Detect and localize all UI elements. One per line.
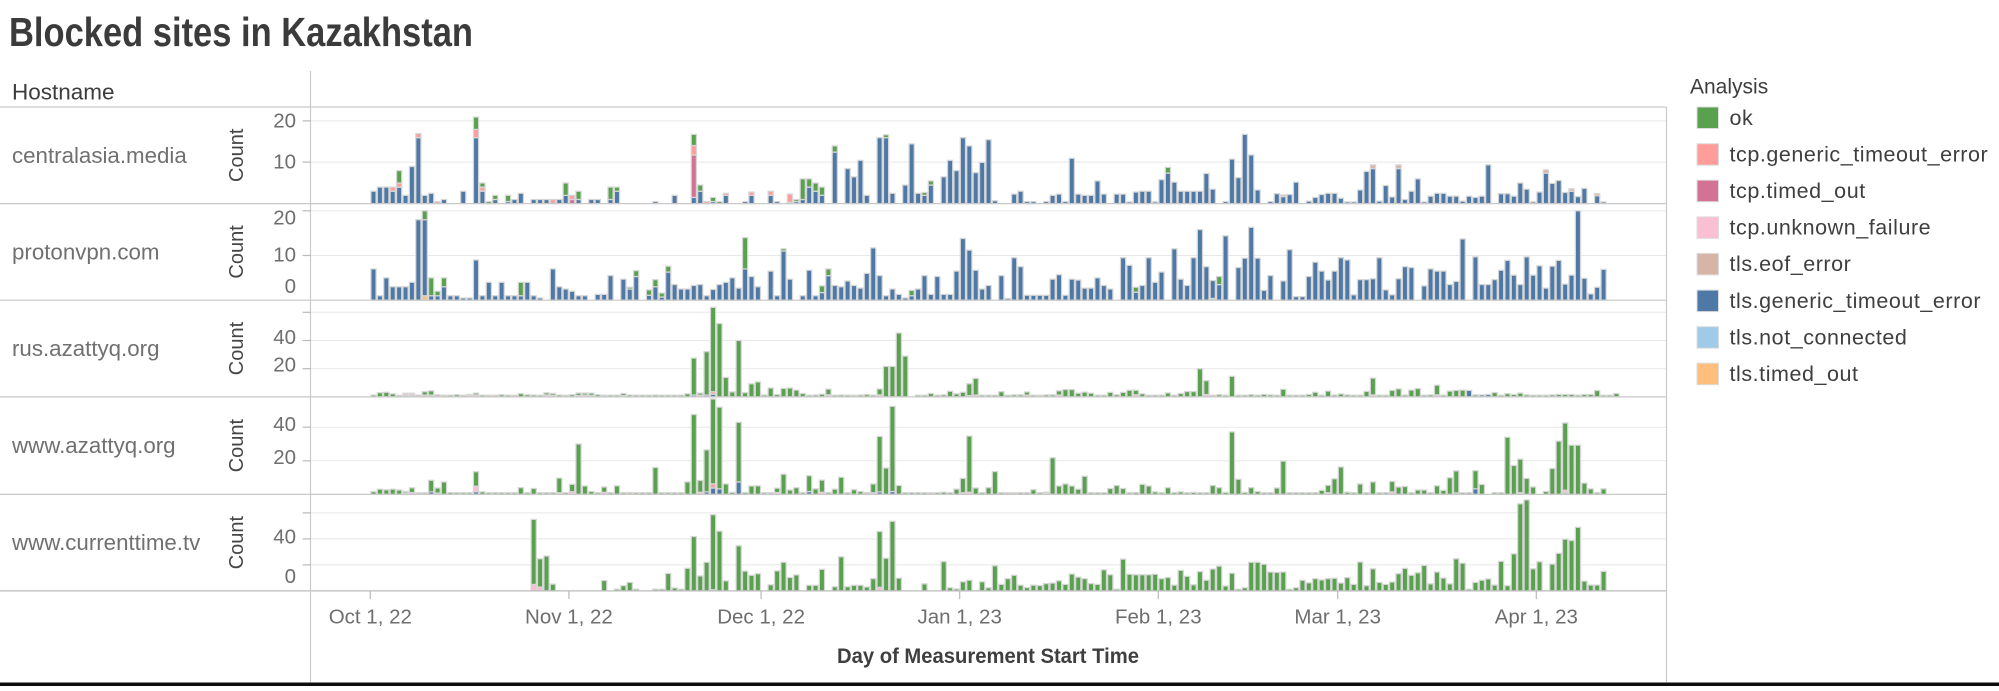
svg-text:20: 20: [273, 446, 296, 469]
svg-text:Jan 1, 23: Jan 1, 23: [918, 606, 1002, 629]
svg-text:0: 0: [285, 275, 296, 298]
svg-text:Count: Count: [226, 225, 248, 279]
svg-text:Blocked sites in Kazakhstan: Blocked sites in Kazakhstan: [9, 9, 473, 55]
svg-text:Count: Count: [226, 418, 248, 472]
svg-text:Feb 1, 23: Feb 1, 23: [1115, 606, 1202, 629]
svg-text:10: 10: [273, 244, 296, 267]
svg-text:ok: ok: [1730, 106, 1754, 130]
svg-text:Nov 1, 22: Nov 1, 22: [525, 606, 613, 629]
svg-text:tls.timed_out: tls.timed_out: [1730, 362, 1859, 386]
svg-text:tcp.unknown_failure: tcp.unknown_failure: [1730, 216, 1932, 240]
svg-text:tls.eof_error: tls.eof_error: [1730, 252, 1852, 276]
svg-text:Day of Measurement Start Time: Day of Measurement Start Time: [837, 644, 1139, 668]
svg-text:Dec 1, 22: Dec 1, 22: [717, 606, 805, 629]
svg-text:20: 20: [273, 109, 296, 132]
svg-text:Hostname: Hostname: [12, 80, 115, 105]
svg-text:www.azattyq.org: www.azattyq.org: [11, 433, 176, 458]
svg-text:40: 40: [273, 413, 296, 436]
svg-text:tls.not_connected: tls.not_connected: [1730, 325, 1908, 349]
svg-text:40: 40: [273, 526, 296, 549]
svg-text:Analysis: Analysis: [1690, 76, 1768, 99]
svg-text:Count: Count: [226, 321, 248, 375]
svg-text:40: 40: [273, 326, 296, 349]
svg-text:Apr 1, 23: Apr 1, 23: [1495, 606, 1578, 629]
svg-text:Count: Count: [226, 128, 248, 182]
svg-text:Oct 1, 22: Oct 1, 22: [329, 606, 412, 629]
svg-text:protonvpn.com: protonvpn.com: [12, 239, 160, 264]
svg-text:20: 20: [273, 354, 296, 377]
svg-text:tcp.timed_out: tcp.timed_out: [1730, 179, 1866, 203]
svg-text:10: 10: [273, 151, 296, 174]
svg-text:Mar 1, 23: Mar 1, 23: [1294, 606, 1381, 629]
svg-text:rus.azattyq.org: rus.azattyq.org: [12, 336, 159, 361]
svg-text:www.currenttime.tv: www.currenttime.tv: [11, 530, 201, 555]
svg-text:Count: Count: [226, 515, 248, 569]
svg-text:tls.generic_timeout_error: tls.generic_timeout_error: [1730, 289, 1982, 313]
svg-text:20: 20: [273, 206, 296, 229]
svg-text:tcp.generic_timeout_error: tcp.generic_timeout_error: [1730, 142, 1989, 166]
svg-text:0: 0: [285, 565, 296, 588]
svg-text:centralasia.media: centralasia.media: [12, 143, 187, 168]
